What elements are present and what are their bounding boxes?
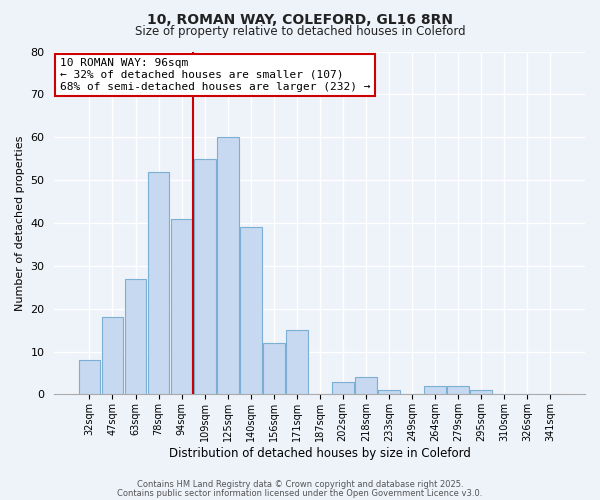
Text: Contains public sector information licensed under the Open Government Licence v3: Contains public sector information licen… xyxy=(118,489,482,498)
Y-axis label: Number of detached properties: Number of detached properties xyxy=(15,136,25,310)
Bar xyxy=(424,386,446,394)
Bar xyxy=(79,360,100,394)
Bar xyxy=(125,278,146,394)
Text: 10 ROMAN WAY: 96sqm
← 32% of detached houses are smaller (107)
68% of semi-detac: 10 ROMAN WAY: 96sqm ← 32% of detached ho… xyxy=(60,58,370,92)
Text: Size of property relative to detached houses in Coleford: Size of property relative to detached ho… xyxy=(134,25,466,38)
Text: Contains HM Land Registry data © Crown copyright and database right 2025.: Contains HM Land Registry data © Crown c… xyxy=(137,480,463,489)
X-axis label: Distribution of detached houses by size in Coleford: Distribution of detached houses by size … xyxy=(169,447,470,460)
Bar xyxy=(286,330,308,394)
Bar xyxy=(447,386,469,394)
Bar xyxy=(470,390,492,394)
Bar xyxy=(101,318,124,394)
Bar xyxy=(194,158,215,394)
Bar xyxy=(378,390,400,394)
Bar xyxy=(239,228,262,394)
Bar xyxy=(170,218,193,394)
Text: 10, ROMAN WAY, COLEFORD, GL16 8RN: 10, ROMAN WAY, COLEFORD, GL16 8RN xyxy=(147,12,453,26)
Bar xyxy=(263,343,284,394)
Bar xyxy=(355,378,377,394)
Bar xyxy=(332,382,353,394)
Bar xyxy=(148,172,169,394)
Bar xyxy=(217,137,239,394)
